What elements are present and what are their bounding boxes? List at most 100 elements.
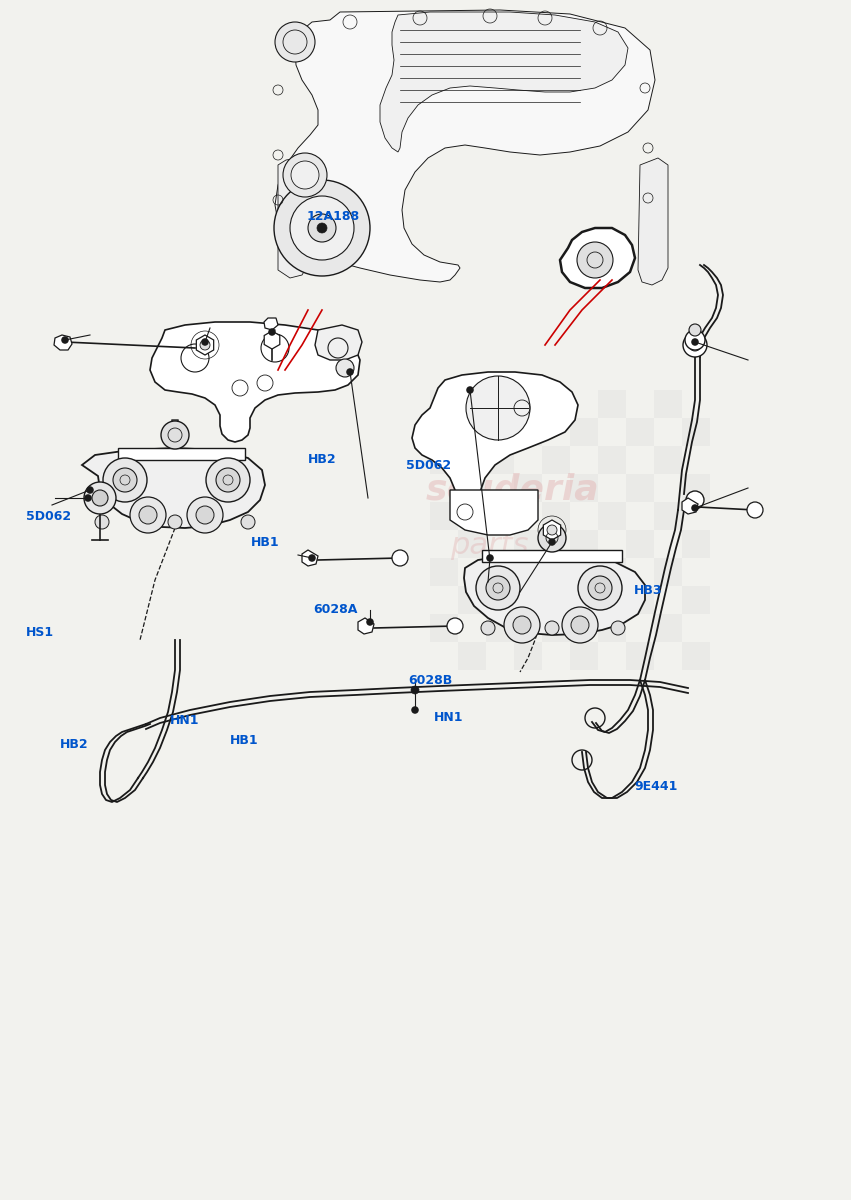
Bar xyxy=(542,390,570,418)
Text: 12A188: 12A188 xyxy=(306,210,359,222)
Circle shape xyxy=(466,376,530,440)
Bar xyxy=(654,446,682,474)
Circle shape xyxy=(513,616,531,634)
Bar xyxy=(570,586,598,614)
Polygon shape xyxy=(264,318,278,330)
Bar xyxy=(654,558,682,586)
Text: 9E441: 9E441 xyxy=(634,780,677,792)
Circle shape xyxy=(291,161,319,188)
Bar xyxy=(514,530,542,558)
Circle shape xyxy=(683,332,707,358)
Bar xyxy=(598,390,626,418)
Circle shape xyxy=(611,622,625,635)
Bar xyxy=(570,530,598,558)
Bar xyxy=(654,390,682,418)
Text: HB1: HB1 xyxy=(251,536,280,548)
Bar xyxy=(486,502,514,530)
Text: 5D062: 5D062 xyxy=(26,510,71,522)
Text: HN1: HN1 xyxy=(170,714,200,726)
Circle shape xyxy=(467,386,473,392)
Circle shape xyxy=(87,487,93,493)
Circle shape xyxy=(578,566,622,610)
Polygon shape xyxy=(302,550,318,566)
Bar xyxy=(598,614,626,642)
Circle shape xyxy=(202,338,208,346)
Circle shape xyxy=(216,468,240,492)
Bar xyxy=(486,390,514,418)
Bar xyxy=(430,502,458,530)
Polygon shape xyxy=(54,335,72,350)
Circle shape xyxy=(549,539,555,545)
Bar xyxy=(430,446,458,474)
Circle shape xyxy=(504,607,540,643)
Bar xyxy=(682,418,710,446)
Circle shape xyxy=(392,550,408,566)
Polygon shape xyxy=(275,10,655,282)
Circle shape xyxy=(588,576,612,600)
Text: HB2: HB2 xyxy=(60,738,89,750)
Circle shape xyxy=(747,502,763,518)
Bar xyxy=(682,474,710,502)
Circle shape xyxy=(486,576,510,600)
Bar xyxy=(514,418,542,446)
Bar xyxy=(570,642,598,670)
Circle shape xyxy=(689,324,701,336)
Circle shape xyxy=(85,494,91,502)
Polygon shape xyxy=(82,448,265,528)
Bar xyxy=(682,530,710,558)
Text: parts: parts xyxy=(450,530,528,559)
Polygon shape xyxy=(560,228,635,288)
Polygon shape xyxy=(412,372,578,515)
Polygon shape xyxy=(682,498,698,514)
Circle shape xyxy=(274,180,370,276)
Circle shape xyxy=(168,515,182,529)
Text: 5D062: 5D062 xyxy=(406,460,451,472)
Polygon shape xyxy=(638,158,668,284)
Circle shape xyxy=(367,619,373,625)
Bar xyxy=(542,614,570,642)
Bar xyxy=(486,558,514,586)
Bar xyxy=(570,474,598,502)
Circle shape xyxy=(481,622,495,635)
Text: scuderia: scuderia xyxy=(426,473,600,506)
Bar xyxy=(682,642,710,670)
Bar xyxy=(486,446,514,474)
Bar xyxy=(626,642,654,670)
Text: HB1: HB1 xyxy=(230,734,259,746)
Circle shape xyxy=(317,223,327,233)
Bar xyxy=(458,530,486,558)
Bar xyxy=(542,502,570,530)
Circle shape xyxy=(692,505,698,511)
Polygon shape xyxy=(380,12,628,152)
Bar xyxy=(458,586,486,614)
Circle shape xyxy=(686,491,704,509)
Circle shape xyxy=(487,554,493,560)
Circle shape xyxy=(692,338,698,346)
Circle shape xyxy=(84,482,116,514)
Polygon shape xyxy=(482,550,622,562)
Polygon shape xyxy=(358,618,374,634)
Text: 6028A: 6028A xyxy=(313,604,357,616)
Bar xyxy=(598,558,626,586)
Circle shape xyxy=(241,515,255,529)
Polygon shape xyxy=(278,158,308,278)
Polygon shape xyxy=(464,553,645,635)
Circle shape xyxy=(411,686,419,694)
Bar xyxy=(430,558,458,586)
Circle shape xyxy=(336,359,354,377)
Bar xyxy=(682,586,710,614)
Circle shape xyxy=(547,526,557,535)
Bar xyxy=(486,614,514,642)
Circle shape xyxy=(309,554,315,560)
Bar xyxy=(542,446,570,474)
Circle shape xyxy=(62,337,68,343)
Circle shape xyxy=(412,707,418,713)
Circle shape xyxy=(161,421,189,449)
Bar xyxy=(430,390,458,418)
Bar xyxy=(654,614,682,642)
Polygon shape xyxy=(547,526,557,550)
Circle shape xyxy=(130,497,166,533)
Circle shape xyxy=(95,515,109,529)
Circle shape xyxy=(689,338,701,350)
Bar xyxy=(514,586,542,614)
